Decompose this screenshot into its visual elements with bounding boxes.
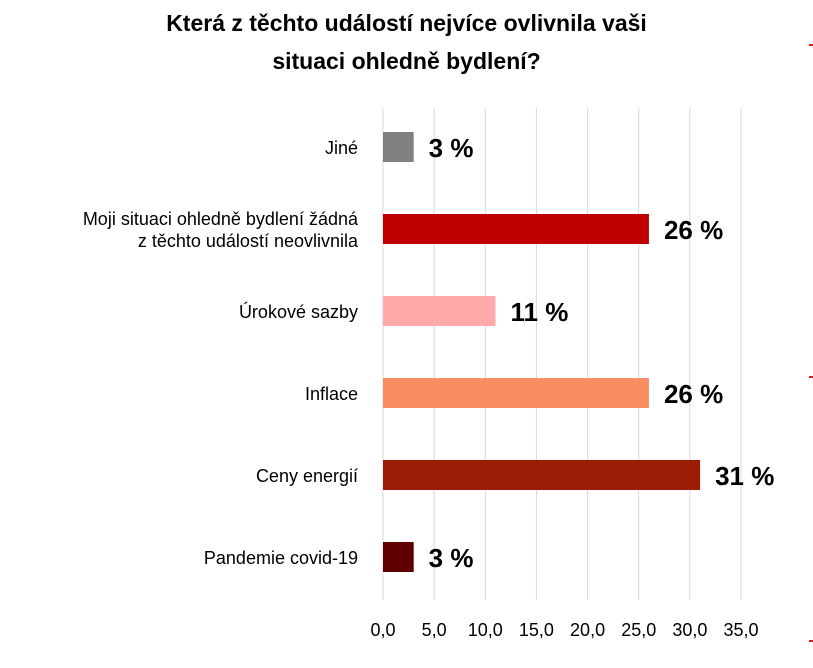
bar	[383, 214, 649, 244]
bars	[383, 132, 701, 572]
x-tick-label: 30,0	[672, 620, 707, 640]
category-label: Úrokové sazby	[239, 301, 358, 322]
x-tick-label: 35,0	[723, 620, 758, 640]
bar	[383, 460, 701, 490]
x-tick-label: 5,0	[422, 620, 447, 640]
category-label: Moji situaci ohledně bydlení žádná z těch…	[83, 209, 359, 251]
category-labels: Jiné Moji situaci ohledně bydlení žádná z …	[83, 138, 359, 568]
category-label: Pandemie covid-19	[204, 548, 358, 568]
category-label: Jiné	[325, 138, 358, 158]
x-tick-label: 0,0	[370, 620, 395, 640]
value-label: 26 %	[664, 215, 723, 245]
edge-mark	[809, 640, 813, 642]
category-label: Ceny energií	[256, 466, 358, 486]
chart-title: Která z těchto událostí nejvíce ovlivnil…	[0, 4, 813, 80]
value-label: 26 %	[664, 379, 723, 409]
value-label: 31 %	[715, 461, 774, 491]
value-label: 11 %	[511, 297, 569, 327]
bar	[383, 132, 414, 162]
x-axis-tick-labels: 0,0 5,0 10,0 15,0 20,0 25,0 30,0 35,0	[370, 620, 758, 640]
x-tick-label: 20,0	[570, 620, 605, 640]
x-tick-label: 25,0	[621, 620, 656, 640]
x-tick-label: 15,0	[519, 620, 554, 640]
value-labels: 3 % 26 % 11 % 26 % 31 % 3 %	[429, 133, 775, 573]
category-label: Inflace	[305, 384, 358, 404]
bar	[383, 378, 649, 408]
bar	[383, 542, 414, 572]
chart-title-line-2: situaci ohledně bydlení?	[272, 48, 541, 74]
value-label: 3 %	[429, 543, 474, 573]
value-label: 3 %	[429, 133, 474, 163]
chart-title-line-1: Která z těchto událostí nejvíce ovlivnil…	[166, 10, 647, 36]
edge-mark	[809, 376, 813, 378]
x-tick-label: 10,0	[468, 620, 503, 640]
gridlines	[382, 108, 742, 600]
bar	[383, 296, 496, 326]
edge-mark	[809, 44, 813, 46]
